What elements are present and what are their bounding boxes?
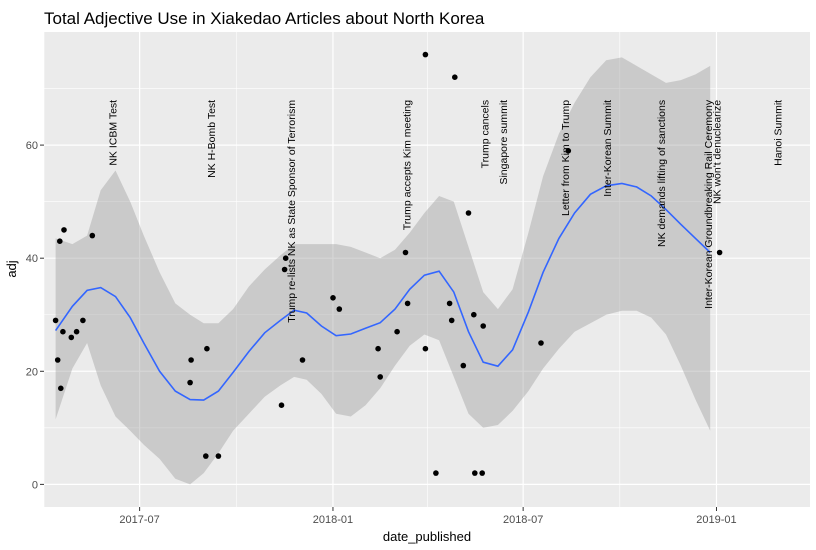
data-point [61, 227, 67, 233]
data-point [433, 470, 439, 476]
x-tick-label: 2017-07 [119, 514, 159, 526]
y-axis-title: adj [4, 260, 19, 277]
y-tick-label: 60 [26, 140, 38, 152]
data-point [89, 232, 96, 239]
data-point [472, 470, 478, 476]
x-tick-label: 2018-07 [503, 514, 543, 526]
event-annotation: Trump cancels [479, 100, 491, 168]
data-point [203, 453, 209, 459]
data-point [187, 379, 193, 386]
data-point [471, 311, 477, 318]
event-annotation: Inter-Korean Summit [602, 100, 614, 197]
event-annotation: Singapore summit [498, 100, 510, 185]
data-point [215, 453, 222, 459]
data-point [480, 323, 487, 329]
data-point [336, 306, 343, 312]
event-annotation: NK ICBM Test [107, 100, 119, 166]
x-axis-title: date_published [383, 529, 471, 544]
event-annotation: NK won't denuclearize [712, 100, 724, 204]
data-point [60, 328, 66, 335]
y-tick-label: 40 [26, 253, 38, 265]
event-annotations: NK ICBM Test NK H-Bomb Test Trump re-lists… [107, 99, 784, 323]
data-point [448, 317, 455, 324]
data-point [479, 470, 486, 476]
y-tick-label: 20 [26, 366, 38, 378]
data-point [52, 317, 59, 324]
x-axis: 2017-07 2018-01 2018-07 2019-01 [119, 507, 737, 526]
data-point [465, 210, 472, 216]
event-annotation: Trump accepts Kim meeting [402, 100, 414, 230]
major-gridlines [44, 32, 810, 507]
data-point [404, 300, 411, 307]
minor-gridlines [43, 32, 810, 507]
event-annotation: Hanoi Summit [772, 100, 784, 166]
data-point [204, 345, 210, 352]
data-point [446, 300, 453, 307]
data-point [402, 249, 409, 256]
data-point [58, 385, 64, 392]
x-tick-label: 2019-01 [696, 514, 736, 526]
data-point [281, 266, 288, 273]
data-point [282, 255, 289, 261]
data-point [394, 328, 400, 335]
smooth-trend-line [54, 182, 711, 401]
data-point [377, 374, 384, 380]
data-point [422, 51, 429, 58]
data-point [716, 249, 723, 256]
x-tick-label: 2018-01 [313, 514, 353, 526]
chart-title: Total Adjective Use in Xiakedao Articles… [44, 9, 485, 28]
data-point [565, 148, 572, 154]
data-point [538, 340, 544, 346]
y-tick-label: 0 [32, 479, 38, 491]
data-points [52, 51, 723, 476]
event-annotation: Trump re-lists NK as State Sponsor of Te… [286, 100, 298, 323]
data-point [452, 74, 458, 80]
data-point [188, 357, 194, 363]
data-point [57, 238, 63, 244]
data-point [375, 345, 381, 352]
data-point [278, 402, 285, 409]
event-annotation: Letter from Kim to Trump [560, 100, 572, 216]
y-axis: 0 20 40 60 [26, 140, 44, 491]
data-point [460, 362, 467, 369]
data-point [54, 357, 61, 363]
data-point [299, 357, 306, 363]
event-annotation: NK demands lifting of sanctions [656, 100, 668, 247]
data-point [80, 317, 86, 324]
data-point [330, 295, 336, 301]
data-point [68, 334, 75, 341]
confidence-ribbon [55, 57, 711, 485]
event-annotation: NK H-Bomb Test [206, 100, 218, 178]
data-point [73, 328, 80, 335]
event-annotation: Inter-Korean Groundbreaking Rail Ceremon… [703, 99, 715, 309]
data-point [422, 345, 429, 352]
